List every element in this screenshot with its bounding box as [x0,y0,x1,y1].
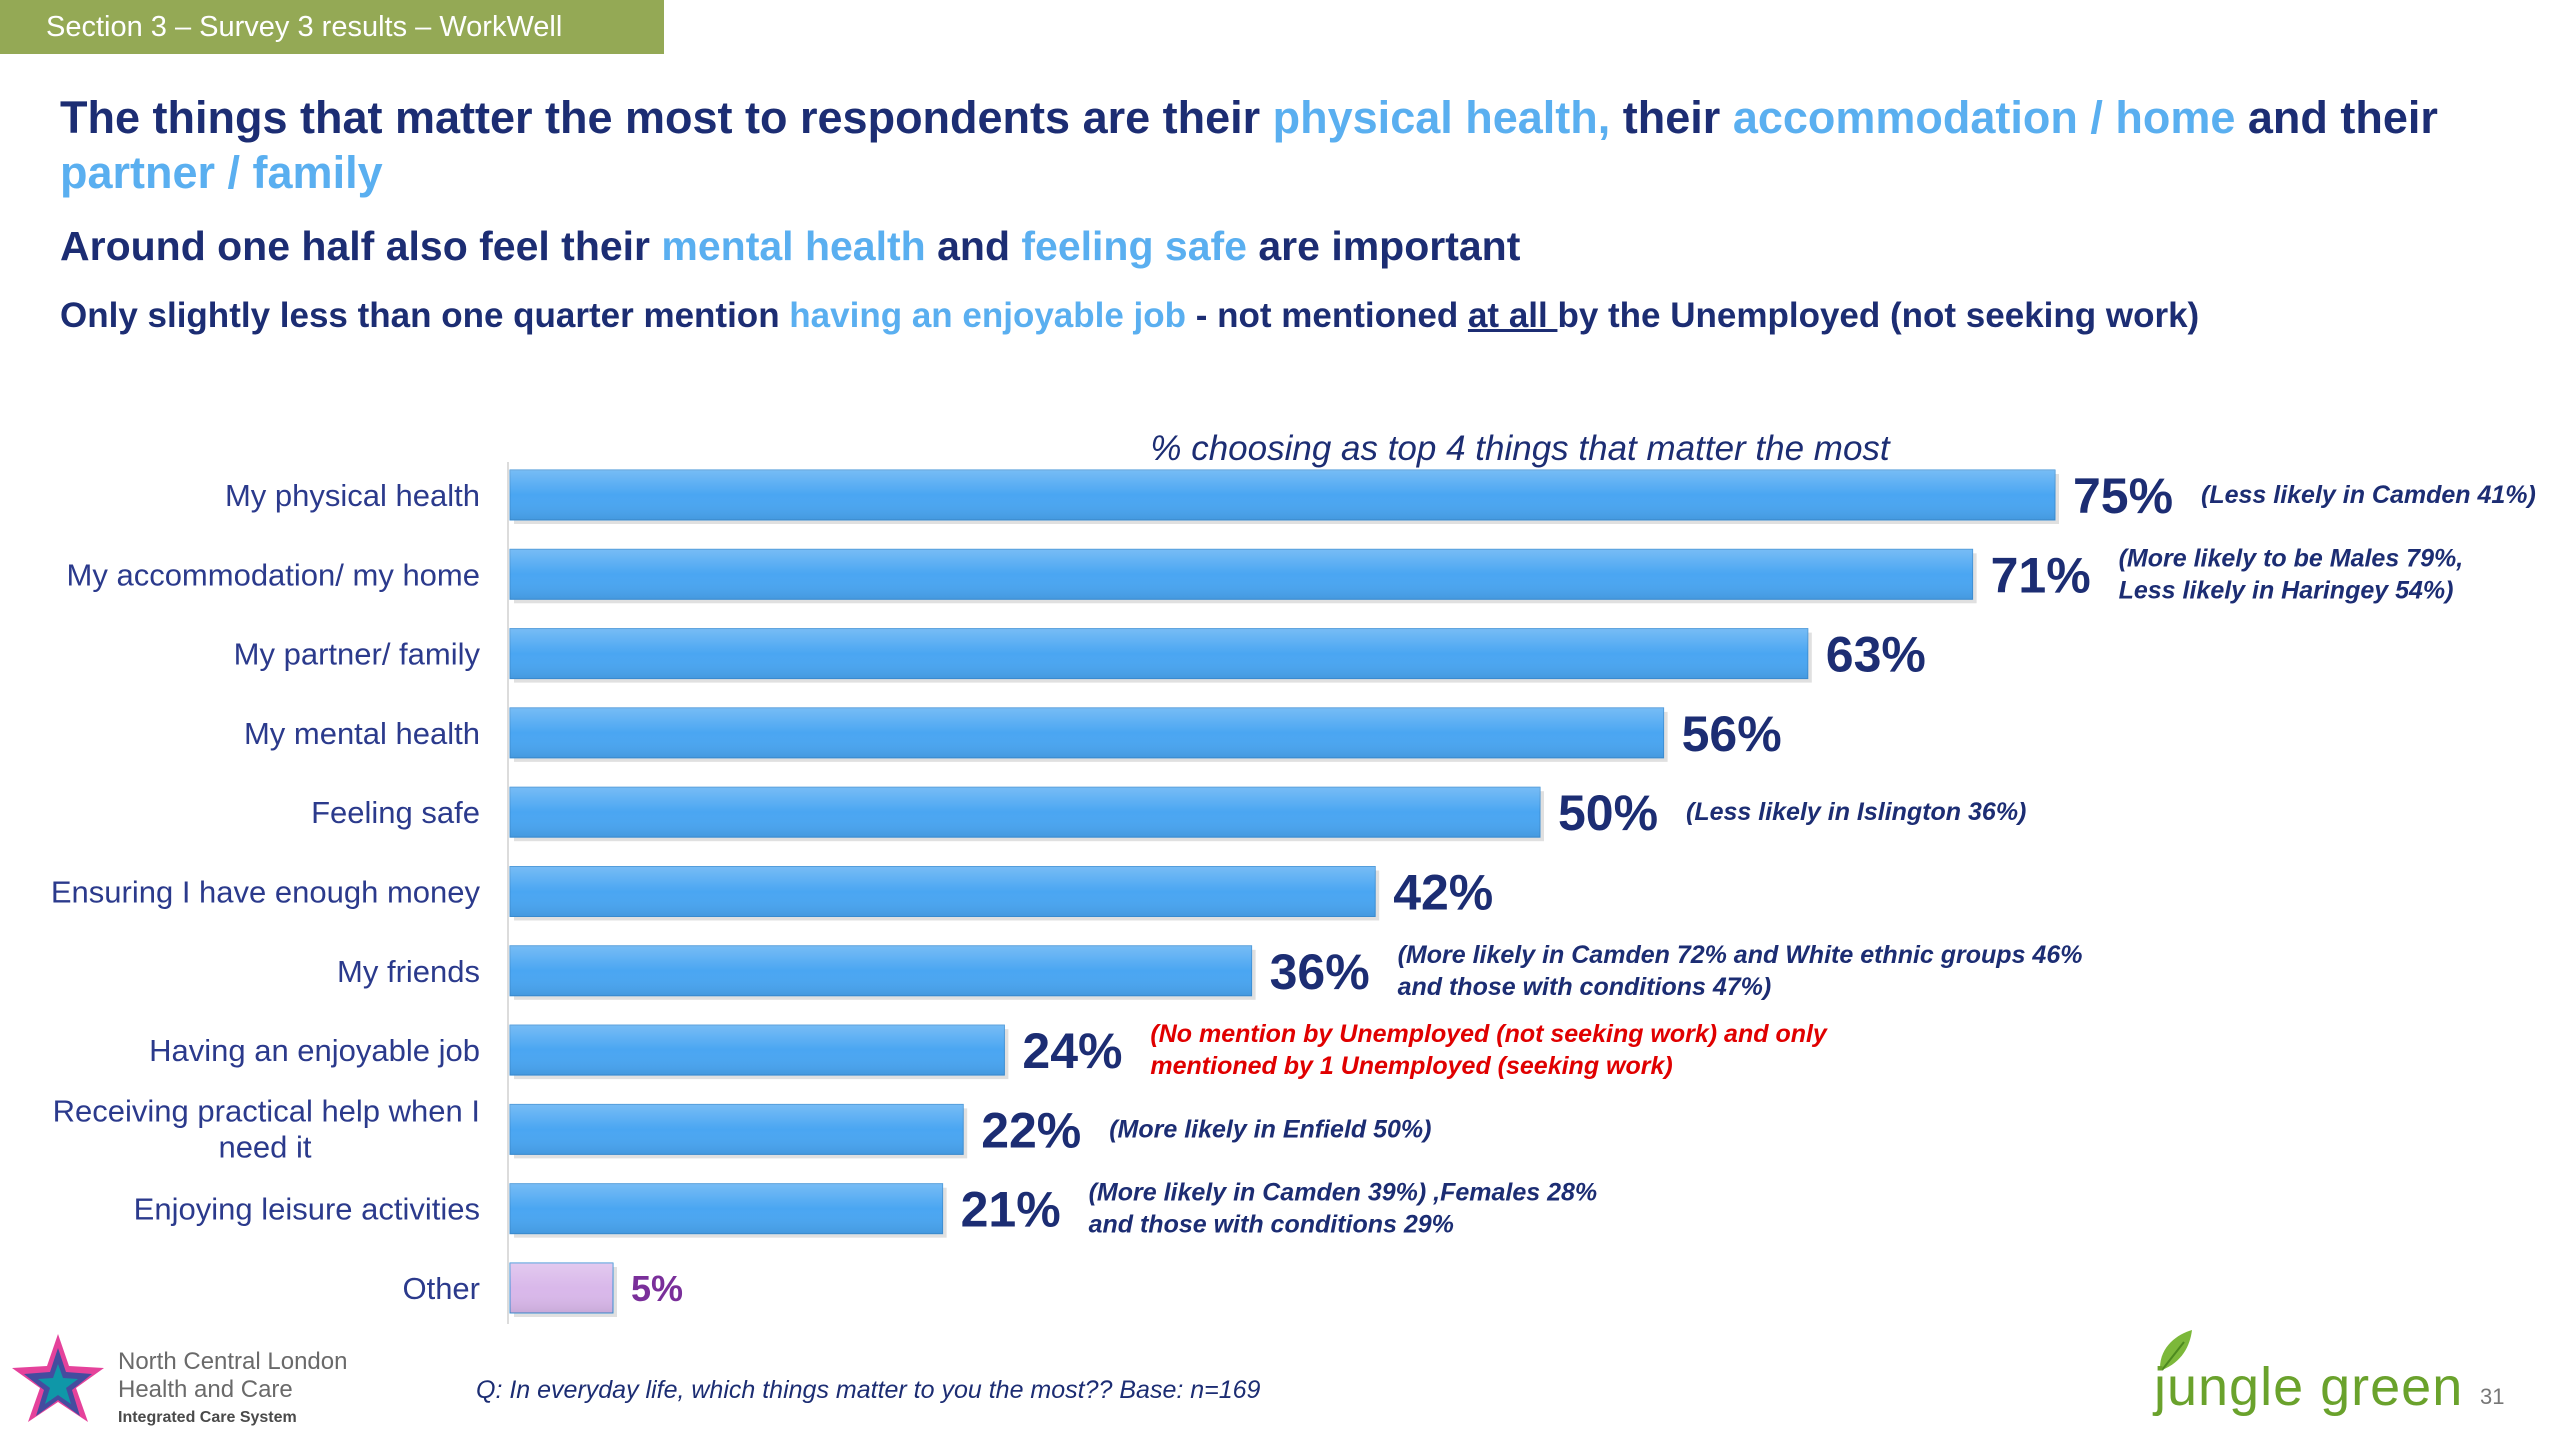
bar-annotation: (Less likely in Camden 41%) [2201,481,2536,509]
headline-1-highlight-a: physical health, [1272,92,1611,143]
headline-3-text-c: by the Unemployed (not seeking work) [1557,296,2200,335]
category-label: My partner/ family [234,637,481,672]
jungle-green-logo-text: jungle green [2154,1357,2464,1417]
category-label: Other [402,1271,480,1306]
value-label: 50% [1558,785,1658,841]
value-label: 75% [2073,468,2173,524]
question-footnote: Q: In everyday life, which things matter… [476,1376,1261,1404]
bar-sheen [510,470,2055,520]
headline-2-text-a: Around one half also feel their [60,223,662,269]
headline-3-underline: at all [1467,296,1558,335]
category-label: Enjoying leisure activities [134,1192,480,1227]
headline-1-text-b: their [1610,92,1733,143]
bar-sheen [510,787,1540,838]
category-label: My mental health [244,716,480,751]
ncl-star-logo-icon [12,1334,104,1422]
value-label: 24% [1022,1023,1122,1079]
bar-annotation: (More likely to be Males 79%, Less likely… [2119,544,2464,604]
bar-sheen [510,1025,1005,1076]
headline-3-text-b: - not mentioned [1186,296,1468,335]
headline-3-highlight-a: having an enjoyable job [789,296,1187,335]
ncl-logo-line: Health and Care [118,1376,293,1403]
value-label: 36% [1270,944,1370,1000]
category-label: Ensuring I have enough money [51,875,481,910]
chart-bars: My physical health 75% (Less likely in Cam… [51,468,2536,1317]
headline-2-text-c: are important [1246,223,1521,269]
value-label: 71% [1991,547,2091,603]
bar-sheen [510,628,1808,679]
category-label: Having an enjoyable job [149,1033,480,1068]
bar-annotation: (No mention by Unemployed (not seeking w… [1150,1020,1828,1080]
headline-2-highlight-b: feeling safe [1021,223,1247,269]
bar-sheen [510,549,1973,600]
bar-sheen [510,866,1376,917]
bar-annotation: (More likely in Enfield 50%) [1109,1115,1431,1143]
category-label: My accommodation/ my home [67,557,480,592]
ncl-logo-line: Integrated Care System [118,1409,297,1426]
headline-3-text-a: Only slightly less than one quarter ment… [60,296,790,335]
category-label: Feeling safe [311,795,480,830]
section-tag: Section 3 – Survey 3 results – WorkWell [0,0,664,54]
bar-sheen [510,1183,943,1234]
headline-1-highlight-b: accommodation / home [1732,92,2236,143]
bar-sheen [510,945,1252,996]
headline-1-highlight-c: partner / family [60,147,383,198]
bar-annotation: (More likely in Camden 39%) ,Females 28%… [1089,1179,1598,1239]
headline-2-highlight-a: mental health [661,223,926,269]
headline-secondary: Around one half also feel their mental h… [60,220,1520,272]
headline-tertiary: Only slightly less than one quarter ment… [60,292,2199,340]
category-label: My physical health [225,478,480,513]
bar-annotation: (More likely in Camden 72% and White eth… [1398,941,2083,1001]
chart-title: % choosing as top 4 things that matter t… [1150,429,1891,468]
value-label: 63% [1826,627,1926,683]
value-label: 42% [1393,865,1493,921]
bar-sheen [510,1263,613,1313]
headline-1-text-c: and their [2235,92,2438,143]
bar-annotation: (Less likely in Islington 36%) [1686,798,2026,826]
ncl-logo-line: North Central London [118,1348,348,1375]
bar-sheen [510,1104,964,1155]
jungle-green-leaf-icon [2160,1330,2192,1371]
page-number: 31 [2480,1384,2505,1409]
bar-sheen [510,707,1664,758]
headline-primary: The things that matter the most to respo… [60,90,2510,200]
headline-1-text-a: The things that matter the most to respo… [60,92,1273,143]
value-label: 21% [961,1182,1061,1238]
value-label: 22% [981,1102,1081,1158]
value-label: 5% [631,1268,683,1309]
headline-2-text-b: and [925,223,1022,269]
category-label: My friends [337,954,480,989]
value-label: 56% [1682,706,1782,762]
ncl-logo-text: North Central London Health and Care Int… [118,1348,347,1432]
